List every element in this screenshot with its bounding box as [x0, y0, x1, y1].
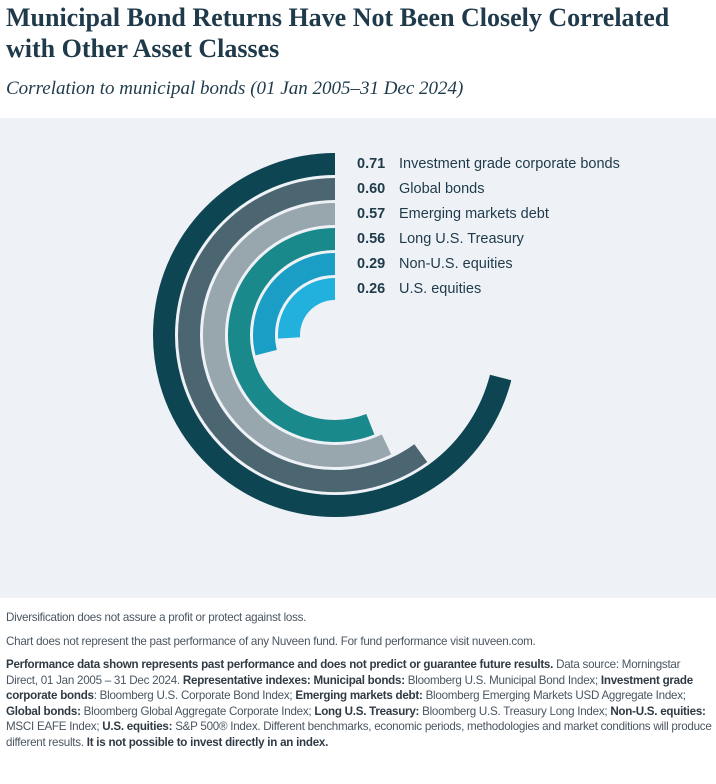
- category-label: Emerging markets debt: [399, 206, 549, 222]
- footnote-segment: Bloomberg Emerging Markets USD Aggregate…: [422, 689, 686, 702]
- footnote-segment: Representative indexes: Municipal bonds:: [182, 673, 405, 687]
- footnote-segment: Bloomberg Global Aggregate Corporate Ind…: [80, 704, 315, 718]
- footnote-segment: MSCI EAFE Index;: [6, 720, 103, 733]
- radial-bar: [178, 178, 428, 492]
- footnote-segment: Non-U.S. equities:: [610, 704, 706, 718]
- chart-panel: 0.71 Investment grade corporate bonds 0.60…: [0, 118, 716, 598]
- value-label: 0.60: [357, 181, 385, 197]
- footnote-segment: Performance data shown represents past p…: [6, 658, 554, 671]
- category-label: Long U.S. Treasury: [399, 231, 525, 247]
- value-label: 0.57: [357, 206, 385, 222]
- chart: 0.71 Investment grade corporate bonds 0.60…: [153, 153, 620, 517]
- footnote: Performance data shown represents past p…: [6, 657, 712, 750]
- footnote-segment: Long U.S. Treasury:: [314, 704, 420, 718]
- footnote: Chart does not represent the past perfor…: [6, 634, 536, 648]
- footnote-segment: It is not possible to invest directly in…: [86, 735, 329, 749]
- value-label: 0.26: [357, 281, 385, 297]
- radial-bar: [278, 278, 336, 339]
- category-label: Global bonds: [399, 181, 484, 197]
- chart-title: Municipal Bond Returns Have Not Been Clo…: [6, 3, 670, 63]
- footnote-segment: U.S. equities:: [102, 720, 173, 733]
- footnote-segment: Bloomberg U.S. Treasury Long Index;: [419, 704, 611, 718]
- value-label: 0.71: [357, 156, 385, 172]
- footnotes: Diversification does not assure a profit…: [6, 610, 712, 758]
- category-label: U.S. equities: [399, 281, 481, 297]
- chart-subtitle: Correlation to municipal bonds (01 Jan 2…: [6, 78, 464, 99]
- category-label: Non-U.S. equities: [399, 256, 513, 272]
- category-label: Investment grade corporate bonds: [399, 156, 620, 172]
- radial-bar: [203, 203, 392, 467]
- radial-bar: [153, 153, 512, 517]
- footnote-segment: Investment grade corporate bonds: [6, 673, 693, 703]
- radial-bar: [228, 228, 375, 442]
- radial-bar: [253, 253, 336, 356]
- footnote-segment: Global bonds:: [6, 704, 81, 718]
- footnote-segment: S&P 500® Index. Different benchmarks, ec…: [6, 720, 712, 749]
- footnote: Diversification does not assure a profit…: [6, 611, 307, 624]
- value-label: 0.56: [357, 231, 385, 247]
- footnote-segment: Data source: Morningstar Direct, 01 Jan …: [6, 658, 681, 687]
- value-label: 0.29: [357, 256, 385, 272]
- footnote-segment: : Bloomberg U.S. Corporate Bond Index;: [93, 689, 296, 702]
- footnote-segment: Bloomberg U.S. Municipal Bond Index;: [404, 673, 601, 687]
- footnote-segment: Emerging markets debt:: [295, 689, 423, 702]
